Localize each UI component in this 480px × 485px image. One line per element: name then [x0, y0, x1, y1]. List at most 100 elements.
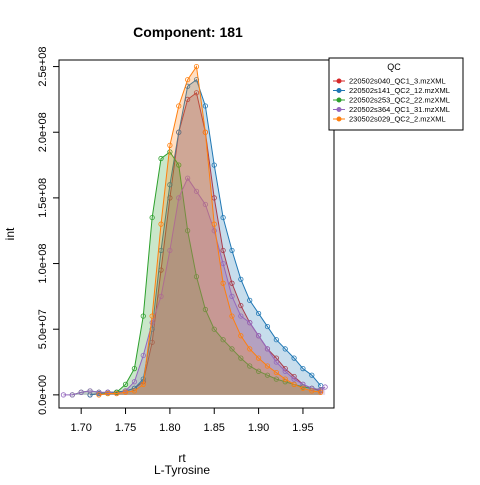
data-point	[282, 346, 288, 352]
y-axis: 0.0e+00 5.0e+07 1.0e+08 1.5e+08 2.0e+08 2.5e+…	[37, 47, 60, 415]
data-point	[300, 385, 306, 391]
x-axis: 1.70 1.75 1.80 1.85 1.90 1.95	[70, 407, 314, 434]
data-point	[282, 376, 288, 382]
legend-swatch-point	[336, 107, 342, 112]
data-point	[255, 310, 262, 317]
series-area-4	[63, 178, 326, 395]
data-point	[211, 228, 217, 234]
data-point	[220, 247, 226, 254]
data-point	[247, 346, 253, 352]
legend-swatch-point	[336, 88, 342, 93]
data-point	[202, 201, 208, 208]
data-point	[220, 280, 226, 286]
data-point	[273, 376, 279, 382]
data-point	[131, 388, 137, 394]
series-layer	[60, 63, 328, 398]
data-point	[273, 359, 279, 365]
y-tick-label: 0.0e+00	[37, 375, 49, 415]
data-point	[291, 376, 297, 382]
legend-label: 230502s029_QC2_2.mzXML	[349, 115, 446, 124]
data-point	[211, 221, 217, 227]
series-area-2	[90, 79, 321, 395]
data-point	[255, 368, 262, 374]
legend-item: 220502s141_QC2_12.mzXML	[333, 86, 450, 95]
data-point	[220, 260, 226, 267]
data-point	[229, 293, 235, 299]
data-point	[140, 313, 146, 319]
x-axis-label: rt	[178, 451, 186, 465]
chart-title: Component: 181	[133, 24, 243, 40]
series-area-3	[72, 151, 321, 395]
legend-label: 220502s141_QC2_12.mzXML	[349, 86, 450, 95]
data-point	[238, 313, 244, 319]
x-tick-label: 1.95	[292, 422, 313, 434]
data-point	[247, 320, 253, 326]
data-point	[229, 247, 235, 254]
data-point	[78, 389, 84, 395]
data-point	[202, 306, 208, 313]
data-point	[211, 326, 217, 332]
data-point	[87, 392, 93, 398]
data-point	[238, 333, 244, 339]
legend-label: 220502s253_QC2_22.mzXML	[349, 96, 450, 105]
data-point	[158, 221, 164, 227]
y-tick-label: 2.0e+08	[37, 112, 49, 152]
data-point	[282, 368, 288, 374]
legend-swatch-point	[336, 116, 342, 122]
data-point	[167, 247, 173, 254]
series-area-5	[98, 66, 321, 395]
data-point	[255, 355, 262, 361]
y-tick-label: 2.5e+08	[37, 47, 49, 87]
data-point	[291, 355, 297, 361]
data-point	[300, 381, 306, 387]
x-tick-label: 1.70	[70, 422, 91, 434]
legend-item: 220502s040_QC1_3.mzXML	[333, 77, 446, 86]
data-point	[176, 129, 182, 135]
data-point	[167, 182, 173, 188]
data-point	[238, 276, 244, 282]
data-point	[264, 363, 271, 369]
data-point	[140, 352, 146, 359]
data-point	[309, 372, 315, 378]
data-point	[176, 103, 182, 109]
data-point	[247, 363, 253, 369]
legend-swatch-point	[336, 78, 342, 84]
data-point	[202, 129, 208, 135]
legend-swatch-point	[336, 97, 342, 103]
data-point	[176, 195, 182, 201]
series-area-1	[90, 92, 321, 395]
y-tick-label: 5.0e+07	[37, 309, 49, 349]
data-point	[149, 214, 155, 221]
data-point	[122, 381, 129, 387]
data-point	[238, 302, 244, 309]
data-point	[176, 162, 182, 168]
x-tick-label: 1.75	[115, 422, 136, 434]
series-4	[60, 175, 328, 398]
data-point	[193, 63, 200, 70]
data-point	[291, 381, 297, 387]
data-point	[229, 280, 235, 286]
legend: QC 220502s040_QC1_3.mzXML220502s141_QC2_…	[328, 57, 464, 131]
data-point	[238, 355, 244, 361]
data-point	[185, 77, 191, 83]
data-point	[202, 103, 208, 109]
data-point	[255, 333, 262, 339]
data-point	[158, 293, 164, 299]
legend-box	[328, 57, 464, 131]
data-point	[185, 228, 191, 234]
x-tick-label: 1.90	[248, 422, 269, 434]
series-5	[96, 63, 324, 398]
data-point	[264, 323, 271, 330]
legend-label: 220502s364_QC1_31.mzXML	[349, 105, 450, 114]
legend-item: 220502s253_QC2_22.mzXML	[333, 96, 450, 105]
data-point	[87, 388, 93, 394]
legend-item: 230502s029_QC2_2.mzXML	[333, 115, 446, 124]
data-point	[122, 389, 129, 395]
series-line-5	[98, 65, 321, 396]
legend-label: 220502s040_QC1_3.mzXML	[349, 77, 446, 86]
data-point	[193, 188, 200, 194]
y-axis-label: int	[3, 227, 17, 240]
data-point	[158, 155, 164, 162]
